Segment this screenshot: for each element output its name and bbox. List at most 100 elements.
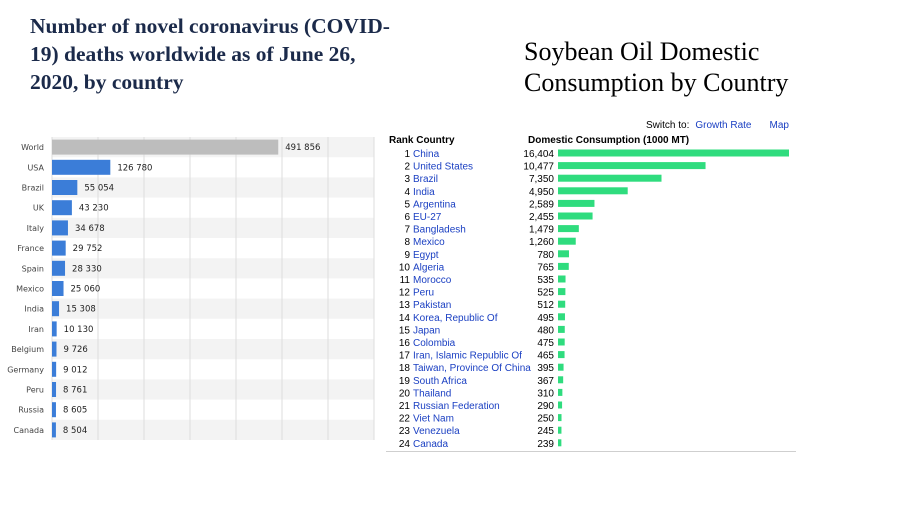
bar-egypt	[558, 250, 569, 258]
rank-label: 22	[399, 414, 411, 425]
category-label: Brazil	[22, 184, 44, 193]
country-link[interactable]: Iran, Islamic Republic Of	[413, 351, 522, 362]
value-label: 4,950	[529, 187, 554, 198]
bar-india	[558, 187, 628, 195]
value-label: 43 230	[79, 204, 109, 214]
country-link[interactable]: South Africa	[413, 376, 467, 387]
value-label: 15 308	[66, 305, 96, 315]
country-link[interactable]: India	[413, 187, 435, 198]
country-link[interactable]: Russian Federation	[413, 401, 500, 412]
country-link[interactable]: Japan	[413, 325, 440, 336]
value-label: 2,589	[529, 199, 554, 210]
bar-japan	[558, 325, 565, 333]
country-link[interactable]: Viet Nam	[413, 414, 454, 425]
country-link[interactable]: Colombia	[413, 338, 456, 349]
category-label: Iran	[28, 325, 44, 334]
country-link[interactable]: Korea, Republic Of	[413, 313, 498, 324]
value-label: 1,479	[529, 225, 554, 236]
category-label: Italy	[27, 224, 45, 233]
category-label: Mexico	[16, 285, 44, 294]
value-label: 7,350	[529, 174, 554, 185]
country-link[interactable]: Thailand	[413, 388, 451, 399]
growth-rate-link[interactable]: Growth Rate	[695, 120, 752, 131]
value-label: 245	[537, 426, 554, 437]
bar-world	[52, 139, 279, 155]
country-link[interactable]: Peru	[413, 288, 434, 299]
value-label: 25 060	[71, 285, 101, 295]
covid-chart-title: Number of novel coronavirus (COVID-19) d…	[30, 14, 390, 94]
country-link[interactable]: Argentina	[413, 199, 456, 210]
bar-canada	[558, 439, 562, 447]
covid-grid	[51, 137, 375, 440]
map-link[interactable]: Map	[769, 120, 789, 131]
bar-colombia	[558, 338, 565, 346]
value-label: 28 330	[72, 264, 102, 274]
value-label: 290	[537, 401, 554, 412]
value-label: 367	[537, 376, 554, 387]
value-label: 9 726	[63, 345, 87, 355]
value-label: 8 761	[63, 386, 87, 396]
country-link[interactable]: China	[413, 149, 440, 160]
row-band	[52, 258, 374, 279]
bar-venezuela	[558, 426, 562, 434]
country-link[interactable]: Taiwan, Province Of China	[413, 363, 531, 374]
value-label: 34 678	[75, 224, 105, 234]
rank-label: 23	[399, 426, 411, 437]
switch-row: Switch to: Growth Rate Map	[646, 120, 789, 131]
country-link[interactable]: United States	[413, 162, 473, 173]
bar-canada	[52, 422, 56, 438]
covid-deaths-bar-chart: World 491 856 USA 126 780 Brazil 55 054 UK 43 2…	[7, 137, 375, 440]
rank-label: 18	[399, 363, 411, 374]
value-label: 1,260	[529, 237, 554, 248]
value-label: 10,477	[523, 162, 554, 173]
rank-label: 20	[399, 388, 411, 399]
rank-label: 12	[399, 288, 411, 299]
country-link[interactable]: Brazil	[413, 174, 438, 185]
country-link[interactable]: Pakistan	[413, 300, 451, 311]
country-link[interactable]: Bangladesh	[413, 225, 466, 236]
category-label: UK	[33, 204, 45, 213]
soybean-chart-title: Soybean Oil Domestic Consumption by Coun…	[524, 37, 789, 97]
bar-thailand	[558, 388, 563, 396]
value-label: 475	[537, 338, 554, 349]
bar-korea-republic-of	[558, 313, 565, 321]
country-link[interactable]: Canada	[413, 439, 448, 450]
bar-china	[558, 149, 789, 157]
bar-france	[52, 240, 66, 256]
row-band	[52, 379, 374, 400]
bar-algeria	[558, 262, 569, 270]
covid-bars: World 491 856 USA 126 780 Brazil 55 054 UK 43 2…	[7, 139, 320, 438]
country-link[interactable]: EU-27	[413, 212, 442, 223]
rank-label: 24	[399, 439, 411, 450]
rank-label: 2	[404, 162, 410, 173]
rank-label: 10	[399, 262, 411, 273]
country-link[interactable]: Egypt	[413, 250, 439, 261]
rank-label: 3	[404, 174, 410, 185]
value-label: 491 856	[285, 143, 320, 153]
value-label: 29 752	[73, 244, 103, 254]
category-label: India	[24, 305, 44, 314]
country-link[interactable]: Morocco	[413, 275, 452, 286]
bar-south-africa	[558, 376, 564, 384]
value-label: 495	[537, 313, 554, 324]
country-link[interactable]: Mexico	[413, 237, 445, 248]
rank-label: 11	[400, 275, 411, 286]
category-label: Peru	[26, 386, 44, 395]
category-label: Russia	[18, 406, 44, 415]
country-link[interactable]: Venezuela	[413, 426, 460, 437]
country-link[interactable]: Algeria	[413, 262, 445, 273]
bar-mexico	[558, 237, 576, 245]
bar-russian-federation	[558, 401, 563, 409]
rank-label: 15	[399, 325, 411, 336]
category-label: Spain	[22, 264, 44, 273]
row-band	[52, 298, 374, 319]
bar-morocco	[558, 275, 566, 283]
value-label: 10 130	[64, 325, 94, 335]
bar-germany	[52, 361, 57, 377]
value-label: 525	[537, 288, 554, 299]
category-label: World	[21, 143, 44, 152]
bar-spain	[52, 260, 66, 276]
rank-country-header: Rank Country	[389, 135, 455, 146]
row-band	[52, 177, 374, 198]
row-band	[52, 339, 374, 360]
